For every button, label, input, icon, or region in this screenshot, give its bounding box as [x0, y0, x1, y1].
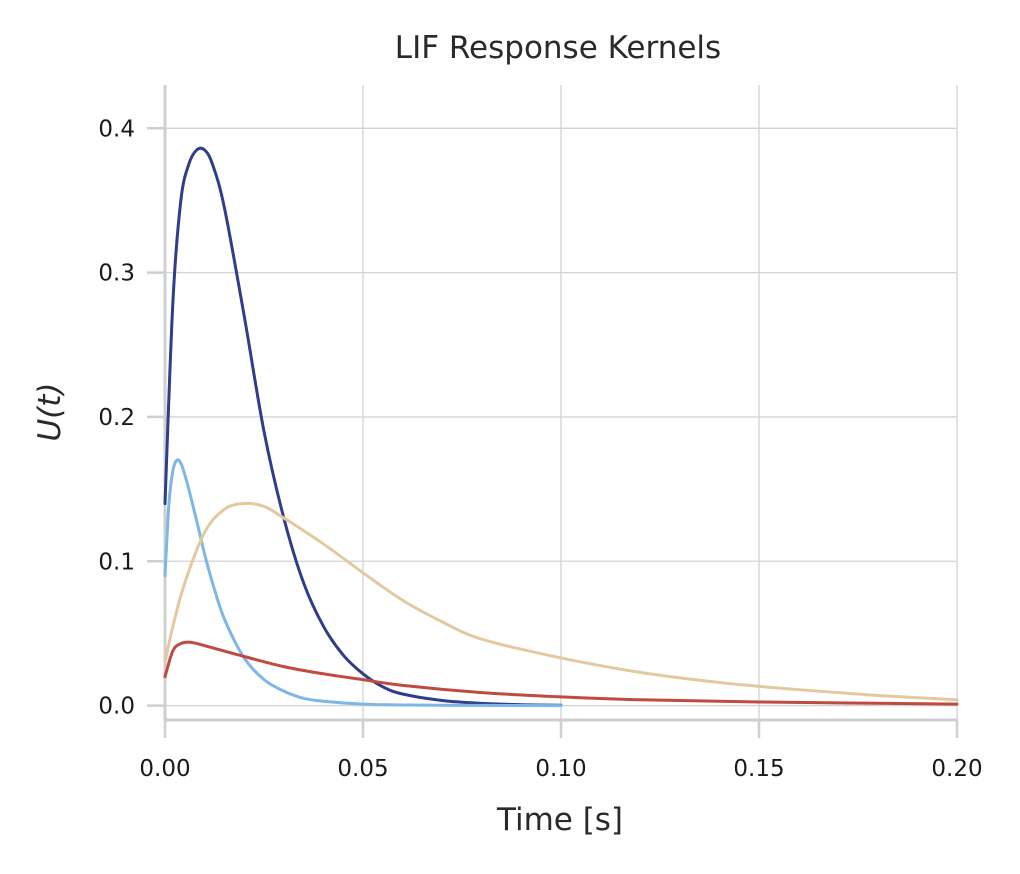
- series-line-kernel-dark-blue: [163, 146, 563, 707]
- axes: 0.00 0.05 0.10 0.15 0.20 0.0 0.1 0.2 0.3 0.4: [98, 85, 983, 782]
- y-tick-label: 0.0: [98, 694, 135, 720]
- x-tick-label: 0.10: [535, 756, 586, 782]
- series-group: [163, 146, 959, 708]
- y-tick-label: 0.3: [98, 261, 135, 287]
- x-tick-label: 0.20: [931, 756, 982, 782]
- chart-title: LIF Response Kernels: [395, 30, 721, 66]
- series-line-kernel-light-blue: [163, 458, 563, 708]
- x-tick-label: 0.15: [733, 756, 784, 782]
- series-line-kernel-tan: [163, 501, 959, 702]
- y-tick-label: 0.4: [98, 116, 135, 142]
- x-tick-label: 0.05: [337, 756, 388, 782]
- series-line-kernel-red: [163, 640, 959, 706]
- y-tick-label: 0.1: [98, 549, 135, 575]
- grid: [164, 85, 958, 720]
- x-tick-label: 0.00: [139, 756, 190, 782]
- x-axis-title: Time [s]: [496, 802, 623, 838]
- y-axis-title: U(t): [32, 382, 68, 441]
- y-tick-label: 0.2: [98, 405, 135, 431]
- labels: LIF Response Kernels Time [s] U(t): [32, 30, 721, 838]
